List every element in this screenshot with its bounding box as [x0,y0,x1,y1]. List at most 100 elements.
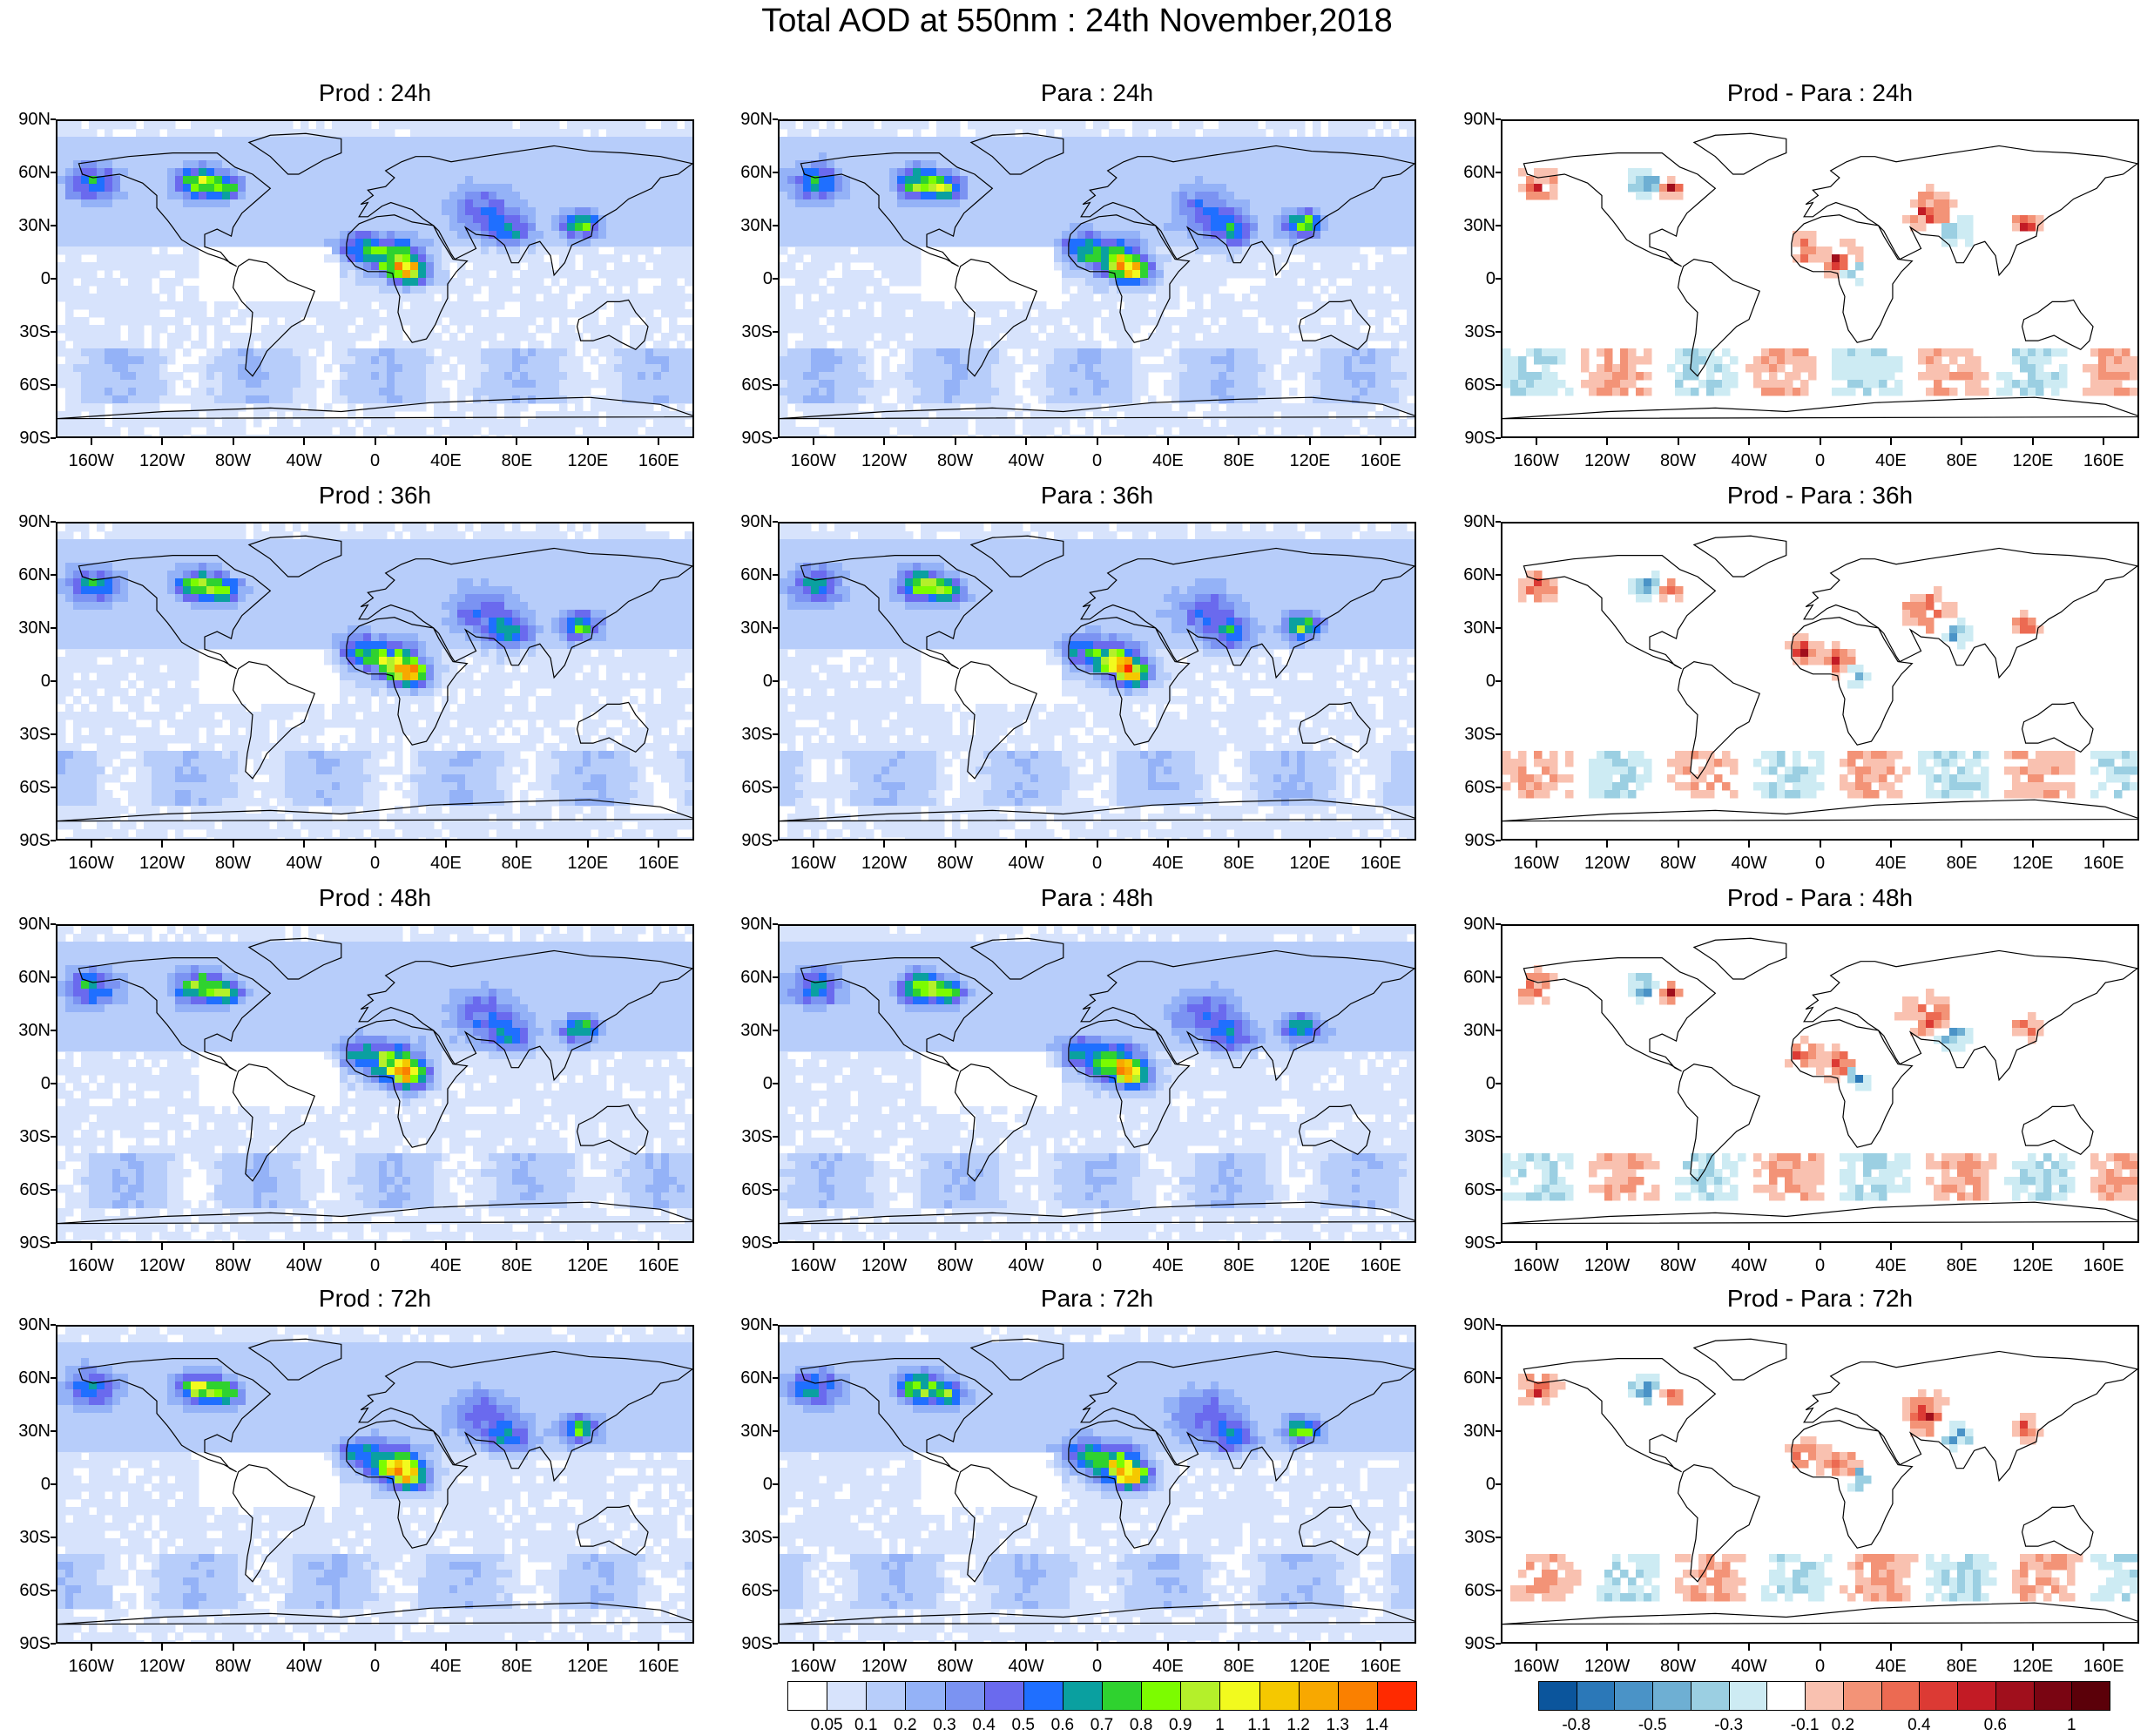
colorbar-box [1180,1681,1221,1711]
latitude-label: 0 [720,1476,773,1493]
longitude-label: 40W [991,1658,1061,1675]
coastline [954,1063,1038,1182]
longitude-label: 80W [921,452,990,469]
colorbar-label: 0.1 [840,1716,892,1735]
map-field [1502,1338,2137,1625]
longitude-label: 120W [127,1658,197,1675]
longitude-label: 0 [1786,854,1855,872]
panel-title: Prod - Para : 72h [1501,1283,2139,1314]
latitude-label: 30S [720,726,773,743]
coastline [346,617,469,746]
coastline [57,396,692,420]
longitude-label: 40W [1714,452,1784,469]
longitude-label: 160W [1502,1658,1571,1675]
coastline [969,535,1064,578]
map-plot-area [1501,522,2139,841]
latitude-label: 90S [0,1234,51,1252]
coastline [247,1338,342,1381]
map-plot-area [56,1325,694,1644]
longitude-label: 80W [1644,452,1713,469]
latitude-label: 60N [0,566,51,584]
longitude-label: 40W [1714,1257,1784,1274]
longitude-label: 160W [779,1658,848,1675]
colorbar-label: 1.3 [1312,1716,1364,1735]
coastline [232,258,316,377]
colorbar-label: 1 [2045,1716,2097,1735]
coastline [1298,299,1371,351]
coastline [2021,701,2094,753]
longitude-label: 120W [127,452,197,469]
latitude-label: 60S [1443,376,1496,394]
longitude-label: 120E [553,1257,623,1274]
longitude-label: 160W [57,854,126,872]
colorbar-label: 0.4 [958,1716,1010,1735]
colorbar-box [1298,1681,1339,1711]
longitude-label: 120W [1572,854,1642,872]
map-field [1502,535,2137,822]
longitude-label: 120E [1998,1658,2068,1675]
coastline [969,937,1064,980]
latitude-label: 90N [1443,915,1496,933]
latitude-label: 60S [720,1582,773,1599]
longitude-label: 120W [1572,1658,1642,1675]
coastline [1502,799,2137,822]
longitude-label: 40E [1856,1257,1926,1274]
colorbar-label: 0.4 [1893,1716,1945,1735]
map-field [1502,132,2137,420]
longitude-label: 120W [1572,452,1642,469]
coastline [1523,554,1717,670]
coastline [346,1019,469,1148]
latitude-label: 90S [1443,832,1496,849]
colorbar-box [1337,1681,1378,1711]
latitude-label: 60N [0,969,51,986]
latitude-label: 60S [720,1181,773,1199]
colorbar-box [1259,1681,1300,1711]
latitude-label: 0 [1443,1075,1496,1092]
longitude-label: 80E [1204,1658,1273,1675]
latitude-label: 60N [0,164,51,181]
map-panel: Para : 48h 90N 60N 30N 0 30S 60S 90S 160W 120W 80W… [740,884,1416,1274]
latitude-label: 30N [0,217,51,234]
latitude-label: 30N [720,1422,773,1440]
coastline [358,949,692,1082]
longitude-label: 120E [1998,452,2068,469]
latitude-label: 90N [1443,111,1496,128]
longitude-label: 40E [411,1658,481,1675]
colorbar-label: 0.9 [1154,1716,1206,1735]
latitude-label: 60N [720,1369,773,1387]
coastline [232,1063,316,1182]
colorbar-label: 0.5 [997,1716,1050,1735]
coastline [1298,1504,1371,1557]
longitude-label: 160W [57,1257,126,1274]
map-panel: Prod : 48h 90N 60N 30N 0 30S 60S 90S 160W 120W 80W… [18,884,694,1274]
longitude-label: 40W [269,1257,339,1274]
colorbar-box [1805,1681,1844,1711]
colorbar-label: 0.2 [1817,1716,1869,1735]
longitude-label: 120E [1275,854,1345,872]
coastline [969,1338,1064,1381]
field-cells [1502,571,2137,799]
panel-title: Prod : 72h [56,1283,694,1314]
longitude-label: 120E [1998,1257,2068,1274]
map-panel: Prod : 24h 90N 60N 30N 0 30S 60S 90S 160W 120W 80W… [18,79,694,469]
map-field [1502,937,2137,1225]
latitude-label: 90S [720,1234,773,1252]
latitude-label: 0 [1443,270,1496,287]
panel-title: Para : 72h [778,1283,1416,1314]
colorbar-label: -0.5 [1626,1716,1678,1735]
coastline [1677,258,1761,377]
panel-title: Prod : 24h [56,78,694,109]
coastline [1298,701,1371,753]
longitude-label: 80W [1644,854,1713,872]
map-field [780,1327,1415,1642]
coastline [1080,1350,1415,1483]
field-cells [57,524,692,839]
map-plot-area [778,924,1416,1243]
longitude-label: 80E [482,854,551,872]
latitude-label: 30S [720,1128,773,1145]
longitude-label: 160W [779,452,848,469]
map-plot-area [778,119,1416,438]
map-panel: Prod - Para : 72h 90N 60N 30N 0 30S 60S 90S 160W… [1463,1285,2139,1675]
longitude-label: 40E [1133,854,1203,872]
latitude-label: 0 [1443,672,1496,690]
